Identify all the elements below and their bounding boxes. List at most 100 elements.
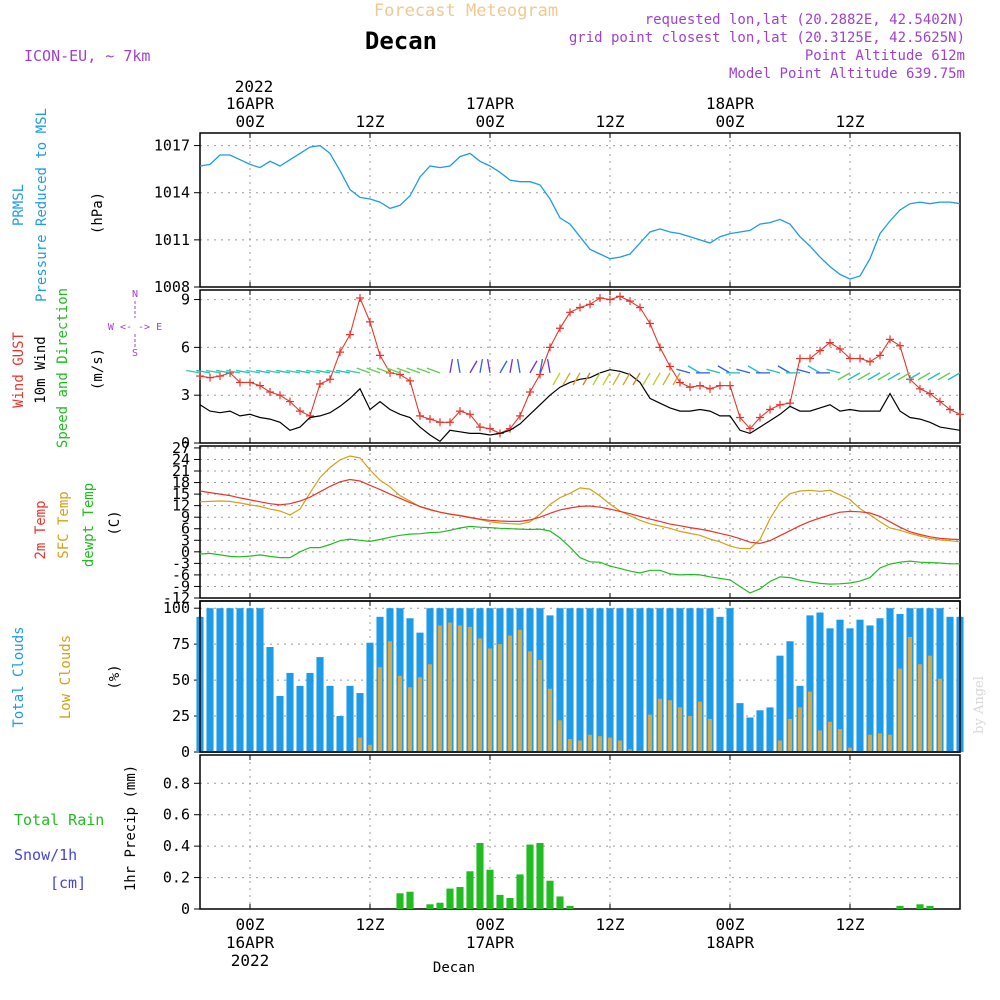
wind-direction-arrow [426, 367, 441, 374]
wind-direction-arrow [736, 368, 751, 374]
wind-direction-arrow [406, 367, 421, 374]
y-tick-label: 0 [181, 543, 190, 561]
label-gust: Wind GUST [11, 332, 27, 408]
gust-point [216, 372, 224, 381]
total-clouds-bar [706, 608, 714, 752]
low-clouds-bar [498, 644, 502, 752]
low-clouds-bar [778, 740, 782, 752]
gust-point [286, 397, 294, 406]
low-clouds-bar [888, 734, 892, 752]
low-clouds-bar [618, 740, 622, 752]
gust-point [756, 413, 764, 422]
top-time-label: 00Z [476, 112, 505, 131]
gust-point [326, 375, 334, 384]
requested-coords: requested lon,lat (20.2882E, 42.5402N) [645, 12, 965, 28]
bottom-date-label: 16APR [226, 933, 275, 952]
total-clouds-bar [566, 608, 574, 752]
gust-point [776, 400, 784, 409]
wind-direction-arrow [539, 358, 544, 373]
label-total-clouds: Total Clouds [11, 626, 27, 727]
total-clouds-bar [336, 716, 344, 752]
gust-point [566, 308, 574, 317]
point-altitude: Point Altitude 612m [805, 48, 965, 64]
top-time-label: 00Z [716, 112, 745, 131]
low-clouds-bar [428, 664, 432, 752]
plot-area: 10081011101410170369-12-9-6-303691215182… [154, 94, 964, 952]
rain-bar [456, 887, 464, 909]
y-tick-label: -3 [172, 554, 190, 572]
rain-bar [896, 905, 904, 909]
wind-direction-arrow [612, 372, 621, 386]
low-clouds-bar [438, 625, 442, 752]
wind-direction-arrow [226, 369, 241, 374]
gust-point [416, 411, 424, 420]
compass-south: S [132, 348, 138, 359]
bottom-time-label: 00Z [236, 915, 265, 934]
total-clouds-bar [206, 608, 214, 752]
temp2m-line [199, 478, 961, 545]
credit-watermark: by Angel [972, 676, 987, 734]
low-clouds-bar [528, 651, 532, 752]
gust-point [896, 341, 904, 350]
gust-point [456, 407, 464, 416]
top-time-label: 12Z [356, 112, 385, 131]
wind-direction-arrow [777, 365, 791, 374]
wind-direction-arrow [306, 369, 321, 374]
wind-direction-arrow [847, 372, 861, 381]
label-snow-unit: [cm] [50, 874, 86, 892]
wind-direction-arrow [366, 367, 381, 374]
low-clouds-bar [928, 655, 932, 752]
wind-direction-arrow [937, 372, 951, 381]
rain-bar [546, 880, 554, 909]
gust-point [866, 357, 874, 366]
gust-point [196, 372, 204, 381]
wind-direction-arrow [236, 369, 251, 374]
wind-direction-arrow [196, 369, 211, 374]
gust-point [676, 378, 684, 387]
top-date-label: 18APR [706, 94, 755, 113]
wind-direction-arrow [877, 372, 891, 381]
y-tick-label: 0.6 [163, 806, 190, 824]
y-tick-label: 6 [181, 520, 190, 538]
top-date-label: 16APR [226, 94, 275, 113]
y-tick-label: 0.4 [163, 837, 190, 855]
y-tick-label: -9 [172, 577, 190, 595]
total-clouds-bar [886, 608, 894, 752]
total-clouds-bar [246, 608, 254, 752]
y-tick-label: 25 [172, 707, 190, 725]
gust-point [616, 292, 624, 301]
gust-point [686, 383, 694, 392]
total-clouds-bar [806, 615, 814, 752]
wind-direction-arrow [706, 368, 721, 374]
total-clouds-bar [726, 608, 734, 752]
low-clouds-bar [838, 728, 842, 752]
gust-point [646, 319, 654, 328]
y-tick-label: 24 [172, 450, 190, 468]
total-clouds-bar [596, 608, 604, 752]
gust-point [336, 348, 344, 357]
wind-direction-arrow [499, 360, 508, 374]
total-clouds-bar [846, 628, 854, 752]
total-clouds-bar [646, 608, 654, 752]
gust-point [486, 424, 494, 433]
total-clouds-bar [836, 619, 844, 752]
y-tick-label: 9 [181, 291, 190, 309]
y-tick-label: 75 [172, 635, 190, 653]
wind-direction-arrow [246, 369, 261, 374]
low-clouds-bar [368, 744, 372, 752]
total-clouds-bar [746, 717, 754, 752]
wind-direction-arrow [807, 365, 821, 374]
wind-direction-arrow [562, 372, 571, 386]
total-clouds-bar [306, 672, 314, 752]
gust-point [356, 293, 364, 302]
y-tick-label: 0.8 [163, 774, 190, 792]
gust-point [766, 405, 774, 414]
label-precip: 1hr Precip (mm) [123, 765, 139, 891]
total-clouds-bar [406, 618, 414, 752]
total-clouds-bar [756, 710, 764, 752]
gust-point [376, 351, 384, 360]
pressure-line [199, 144, 961, 280]
wind-direction-arrow [516, 358, 521, 373]
wind-direction-arrow [837, 372, 851, 381]
wind-line [199, 369, 961, 443]
